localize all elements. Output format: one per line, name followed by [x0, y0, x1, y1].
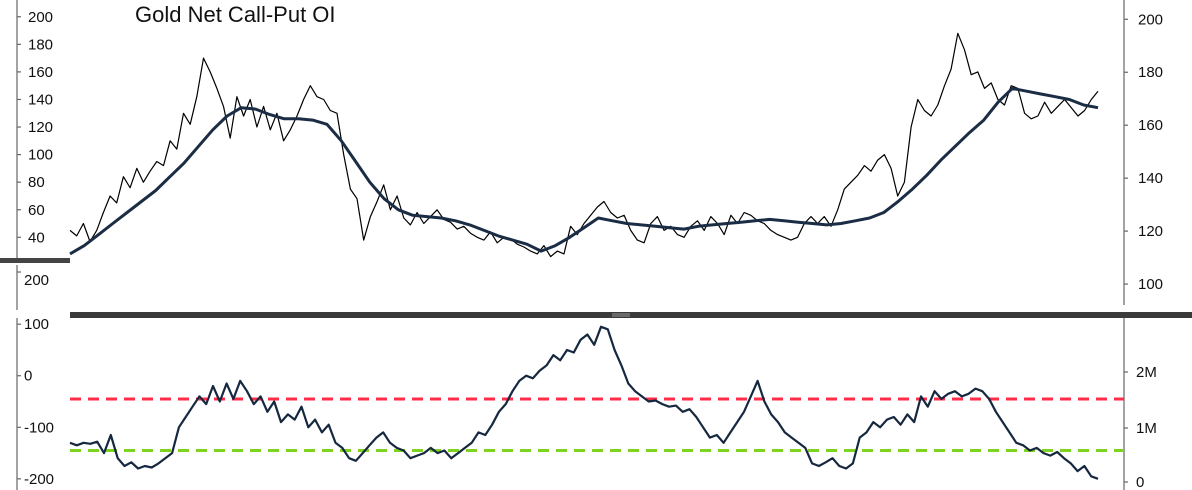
right-tick-label: 140: [1138, 170, 1163, 187]
bottom-right-tick-label: 2M: [1136, 364, 1157, 381]
right-tick-label: 160: [1138, 117, 1163, 134]
right-tick-label: 180: [1138, 64, 1163, 81]
bottom-left-ticks: -200 -100 0 100: [17, 316, 54, 488]
bottom-reference-lines: [70, 397, 1124, 452]
bottom-left-tick-label: 100: [24, 316, 49, 333]
left-tick-label: 180: [28, 36, 53, 53]
top-panel: Gold Net Call-Put OI 4060801001201401601…: [16, 0, 1163, 305]
bottom-right-tick-label: 1M: [1136, 420, 1157, 437]
net-call-put-oi-line: [69, 32, 1099, 258]
bottom-panel: -200 -100 0 100 0 1M 2M: [16, 316, 1157, 490]
bottom-left-tick-label: -100: [24, 419, 54, 436]
left-tick-label: 200: [28, 9, 53, 26]
left-tick-label: 140: [28, 91, 53, 108]
bottom-right-ticks: 0 1M 2M: [1124, 364, 1157, 490]
left-tick-label: 100: [28, 147, 53, 164]
right-tick-label: 100: [1138, 276, 1163, 293]
left-tick-label: 160: [28, 64, 53, 81]
separator-tick-label: 200: [24, 272, 49, 289]
separator-tab: [0, 258, 70, 263]
panel-separator: 200: [0, 258, 1192, 318]
separator-bar[interactable]: [70, 312, 1192, 318]
bottom-left-tick-label: -200: [24, 471, 54, 488]
bottom-left-tick-label: 0: [24, 368, 32, 385]
moving-average-line: [69, 86, 1099, 256]
top-series: [69, 32, 1099, 258]
right-tick-label: 200: [1138, 11, 1163, 28]
right-tick-label: 120: [1138, 223, 1163, 240]
bottom-series: [69, 325, 1099, 480]
left-tick-label: 120: [28, 119, 53, 136]
bottom-right-tick-label: 0: [1136, 474, 1144, 490]
oscillator-line: [69, 325, 1099, 480]
top-right-ticks: 100 120 140 160 180 200: [1124, 11, 1163, 293]
left-tick-label: 60: [28, 202, 45, 219]
top-left-ticks: 40 60 80 100 120 140 160 180 200: [17, 9, 53, 246]
left-tick-label: 40: [28, 229, 45, 246]
chart-title: Gold Net Call-Put OI: [135, 2, 336, 27]
left-tick-label: 80: [28, 174, 45, 191]
